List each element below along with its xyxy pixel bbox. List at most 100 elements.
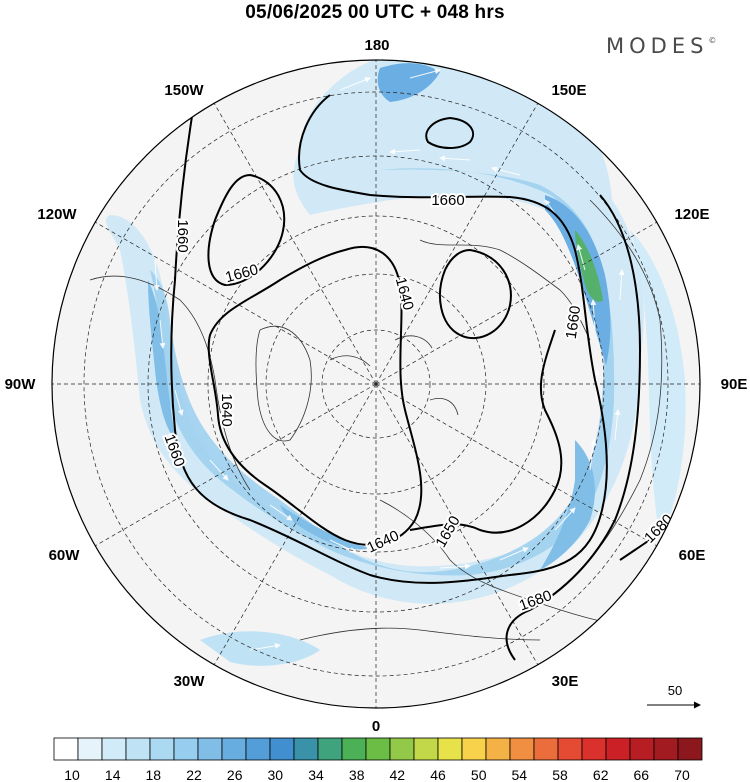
jet-core-west — [148, 280, 176, 440]
longitude-label-60w: 60W — [49, 547, 81, 564]
wind-vector — [576, 244, 586, 271]
colorbar-cell — [389, 737, 415, 761]
colorbar-cell — [365, 737, 391, 761]
meridian-line — [375, 221, 658, 385]
colorbar-tick-label: 62 — [593, 767, 609, 782]
colorbar-tick-label: 14 — [105, 767, 121, 782]
wind-vector — [339, 77, 371, 91]
brand-name: MODES — [606, 34, 709, 58]
latitude-circle — [265, 273, 487, 495]
colorbar-cell — [293, 737, 319, 761]
longitude-label-150w: 150W — [164, 82, 204, 99]
colorbar-cell — [533, 737, 559, 761]
wind-vector — [499, 547, 529, 561]
colorbar-tick-label: 58 — [552, 767, 568, 782]
contour-1640 — [207, 245, 423, 546]
wind-vector — [618, 269, 625, 301]
colorbar-cell — [461, 737, 487, 761]
meridian-line — [213, 102, 377, 385]
coastline-north-africa — [299, 627, 541, 641]
longitude-labels: 180 150E 120E 90E 60E 30E 0 30W 60W 90W … — [5, 37, 748, 735]
colorbar-cell — [101, 737, 127, 761]
longitude-label-150e: 150E — [551, 82, 586, 99]
jet-core-north — [377, 63, 440, 102]
colorbar-cell — [77, 737, 103, 761]
colorbar-cell — [413, 737, 439, 761]
colorbar-cell — [245, 737, 271, 761]
colorbar-cell — [221, 737, 247, 761]
reference-vector: 50 — [647, 683, 701, 709]
colorbar-cell — [581, 737, 607, 761]
brand-logo: MODES© — [606, 34, 716, 58]
wind-speed-shading — [105, 60, 686, 666]
coastline-greenland — [255, 325, 312, 442]
meridian-line — [213, 383, 377, 666]
colorbar-cell — [197, 737, 223, 761]
contour-1660-north-low — [425, 116, 475, 149]
colorbar-tick-label: 26 — [227, 767, 243, 782]
colorbar-tick-label: 34 — [308, 767, 324, 782]
colorbar-tick-label: 22 — [186, 767, 202, 782]
jet-band-east-outer — [630, 230, 686, 540]
meridian-line — [94, 221, 377, 385]
longitude-label-90e: 90E — [721, 376, 748, 393]
contour-label: 1660 — [431, 192, 464, 209]
copyright-mark: © — [708, 36, 717, 45]
colorbar-tick-label: 38 — [349, 767, 365, 782]
colorbar-cell — [557, 737, 583, 761]
longitude-label-0: 0 — [372, 718, 380, 735]
wind-vector — [439, 155, 471, 162]
coastline-europe — [379, 499, 621, 626]
colorbar-cell — [677, 737, 703, 761]
graticule — [52, 60, 700, 708]
colorbar-cell — [341, 737, 367, 761]
colorbar-tick-label: 46 — [430, 767, 446, 782]
colorbar-cells — [53, 737, 703, 761]
wind-vectors — [153, 68, 625, 651]
colorbar-cell — [269, 737, 295, 761]
colorbar-tick-label: 70 — [674, 767, 690, 782]
longitude-label-120w: 120W — [37, 206, 77, 223]
colorbar-tick-label: 54 — [512, 767, 528, 782]
longitude-label-30e: 30E — [552, 673, 579, 690]
longitude-label-180: 180 — [364, 37, 389, 54]
reference-vector-label: 50 — [668, 683, 682, 698]
contour-label: 1660 — [174, 219, 191, 252]
contour-1660-low — [207, 173, 286, 287]
wind-vector — [491, 166, 521, 176]
colorbar-cell — [149, 737, 175, 761]
colorbar-cell — [53, 737, 79, 761]
colorbar-labels: 10 14 18 22 26 30 34 38 42 46 50 54 58 62 66 70 — [64, 767, 690, 782]
longitude-label-30w: 30W — [174, 673, 206, 690]
wind-vector — [153, 259, 160, 291]
colorbar-cell — [509, 737, 535, 761]
contour-1650 — [409, 329, 563, 534]
colorbar-cell — [317, 737, 343, 761]
jet-band-outer — [105, 60, 644, 604]
coastline-siberia — [419, 239, 591, 341]
contour-label: 1640 — [218, 393, 235, 426]
colorbar-cell — [173, 737, 199, 761]
contour-1660 — [170, 94, 608, 584]
wind-vector — [589, 439, 597, 471]
wind-vector — [269, 504, 293, 521]
contour-1680 — [505, 194, 642, 661]
colorbar-cell — [653, 737, 679, 761]
wind-vector — [614, 409, 621, 441]
colorbar-cell — [629, 737, 655, 761]
coastline-asia — [579, 199, 663, 571]
jet-core-southeast — [540, 440, 595, 570]
coastline-arctic-islands — [329, 335, 459, 416]
longitude-label-60e: 60E — [679, 547, 706, 564]
wind-vector — [439, 563, 471, 570]
colorbar-cell — [485, 737, 511, 761]
meridian-line — [375, 102, 539, 385]
map-border — [51, 59, 701, 709]
colorbar-tick-label: 30 — [268, 767, 284, 782]
colorbar-cell — [605, 737, 631, 761]
meridian-line — [94, 383, 377, 547]
longitude-label-120e: 120E — [674, 206, 709, 223]
wind-vector — [409, 68, 441, 79]
colorbar-tick-label: 42 — [390, 767, 406, 782]
